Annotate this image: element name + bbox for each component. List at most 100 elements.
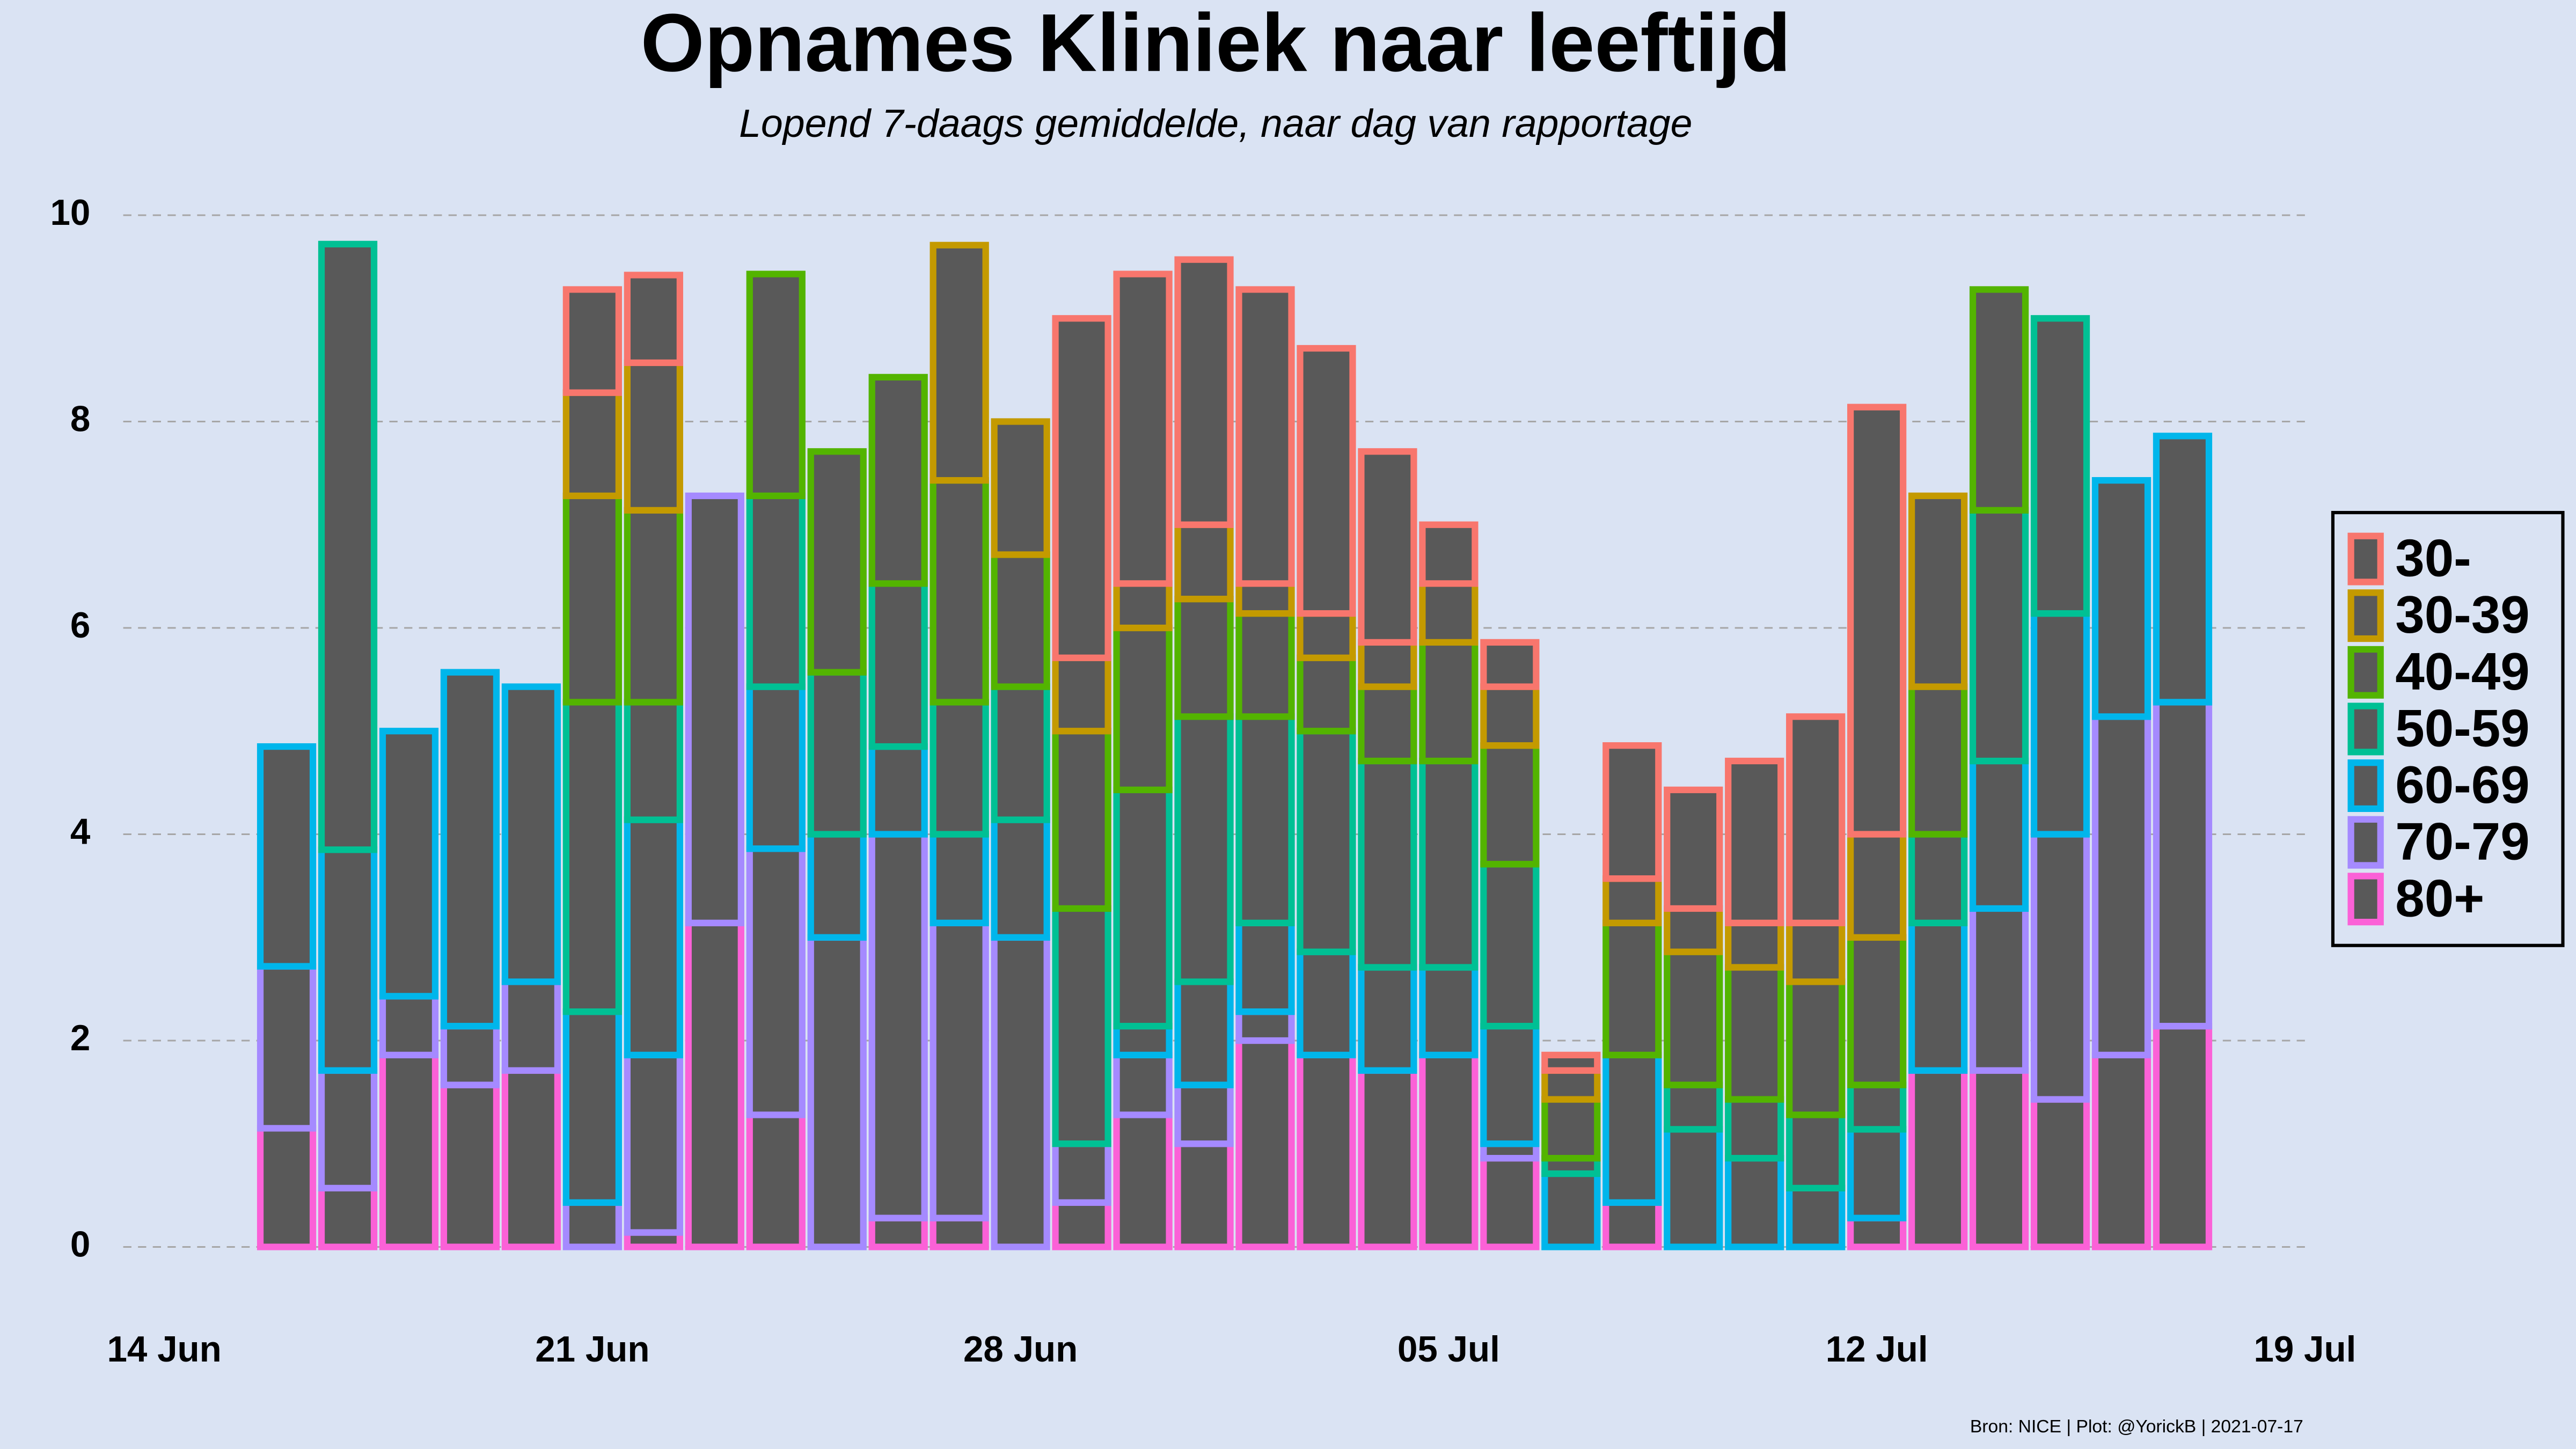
- legend-label: 80+: [2395, 868, 2484, 927]
- bar-segment: [1235, 286, 1295, 587]
- bar-segment: [685, 919, 744, 1250]
- bar-segment: [2153, 1022, 2213, 1250]
- bar-segment: [1235, 610, 1295, 720]
- bar-segment: [1297, 948, 1356, 1059]
- bar-segment: [257, 1125, 317, 1250]
- bar-segment: [1969, 905, 2029, 1074]
- bar-segment: [1174, 256, 1234, 528]
- bar-segment: [624, 699, 683, 823]
- bar-segment: [2030, 315, 2090, 617]
- bar-segment: [1480, 861, 1540, 1030]
- bar-segment: [624, 507, 683, 706]
- legend-label: 30-39: [2395, 585, 2530, 644]
- bar-segment: [807, 831, 867, 941]
- bar-segment: [1174, 1081, 1234, 1147]
- bar-segment: [991, 551, 1050, 690]
- bar-segment: [624, 1051, 683, 1236]
- bar-segment: [746, 845, 806, 1118]
- x-tick-label: 12 Jul: [1826, 1329, 1928, 1370]
- bar-segment: [1725, 964, 1784, 1103]
- legend-swatch: [2347, 816, 2384, 869]
- legend-swatch: [2347, 873, 2384, 926]
- bar-segment: [1358, 757, 1417, 971]
- caption: Bron: NICE | Plot: @YorickB | 2021-07-17: [1970, 1417, 2303, 1437]
- bar-segment: [501, 1067, 561, 1250]
- bar-segment: [1480, 742, 1540, 868]
- bar-segment: [624, 816, 683, 1059]
- legend-swatch: [2347, 702, 2384, 756]
- bar-segment: [1480, 1022, 1540, 1147]
- bar-segment: [2030, 610, 2090, 838]
- legend-label: 60-69: [2395, 755, 2530, 814]
- bar-segment: [1602, 1199, 1662, 1250]
- bar-segment: [562, 389, 623, 500]
- bar-segment: [1052, 654, 1111, 735]
- bar-segment: [1358, 448, 1417, 646]
- bar-segment: [1174, 978, 1234, 1088]
- bar-segment: [501, 683, 561, 985]
- chart-subtitle: Lopend 7-daags gemiddelde, naar dag van …: [739, 101, 1692, 145]
- bar-segment: [318, 240, 378, 853]
- bar-segment: [1541, 1051, 1601, 1074]
- bar-segment: [930, 919, 989, 1221]
- bar-segment: [746, 1111, 806, 1250]
- bar-segment: [1419, 964, 1479, 1059]
- bar-segment: [1297, 728, 1356, 955]
- bar-segment: [1419, 1051, 1479, 1250]
- bar-segment: [1113, 1022, 1173, 1059]
- bar-segment: [991, 418, 1050, 558]
- y-tick-label: 2: [70, 1018, 90, 1058]
- bar-segment: [1052, 905, 1111, 1147]
- y-tick-label: 6: [70, 605, 90, 646]
- x-tick-label: 21 Jun: [535, 1329, 649, 1370]
- legend-swatch: [2347, 589, 2384, 642]
- bar-segment: [1725, 1155, 1784, 1250]
- bar-segment: [930, 241, 989, 484]
- legend-label: 40-49: [2395, 642, 2530, 701]
- bar-segment: [1541, 1067, 1601, 1103]
- bar-segment: [930, 699, 989, 838]
- bar-segment: [1480, 639, 1540, 690]
- bar-segment: [868, 1214, 928, 1250]
- bar-segment: [807, 934, 867, 1250]
- bar-segment: [318, 846, 378, 1074]
- bar-segment: [1847, 1126, 1907, 1221]
- bar-segment: [1113, 270, 1173, 587]
- bar-segment: [746, 270, 806, 500]
- bar-segment: [1664, 948, 1723, 1088]
- bar-segment: [1174, 521, 1234, 603]
- bar-segment: [1786, 978, 1846, 1118]
- bar-segment: [930, 831, 989, 926]
- bar-segment: [1908, 683, 1968, 838]
- bar-segment: [562, 492, 623, 706]
- bar-segment: [1847, 831, 1907, 941]
- bar-segment: [1480, 1155, 1540, 1250]
- bar-segment: [379, 993, 439, 1059]
- bar-segment: [1786, 919, 1846, 985]
- bar-segment: [746, 492, 806, 690]
- bar-segment: [1052, 728, 1111, 912]
- bar-segment: [1419, 580, 1479, 646]
- bar-segment: [257, 743, 317, 970]
- bar-segment: [1480, 683, 1540, 749]
- bar-segment: [1113, 624, 1173, 793]
- bar-segment: [1664, 1126, 1723, 1250]
- bar-segment: [562, 1199, 623, 1250]
- legend-label: 50-59: [2395, 698, 2530, 757]
- bar-segment: [1847, 1081, 1907, 1133]
- bar-segment: [868, 831, 928, 1221]
- x-tick-label: 19 Jul: [2253, 1329, 2356, 1370]
- bar-segment: [501, 978, 561, 1074]
- bar-segment: [624, 359, 683, 514]
- bar-segment: [1969, 1067, 2029, 1250]
- bar-segment: [1725, 919, 1784, 971]
- bar-segment: [562, 1008, 623, 1206]
- bar-segment: [1908, 492, 1968, 690]
- bar-segment: [1113, 786, 1173, 1030]
- bar-segment: [1602, 1051, 1662, 1206]
- bar-segment: [2091, 477, 2151, 720]
- bar-segment: [1664, 1081, 1723, 1133]
- bar-segment: [1786, 1111, 1846, 1192]
- legend-swatch: [2347, 532, 2384, 586]
- bar-segment: [1847, 404, 1907, 838]
